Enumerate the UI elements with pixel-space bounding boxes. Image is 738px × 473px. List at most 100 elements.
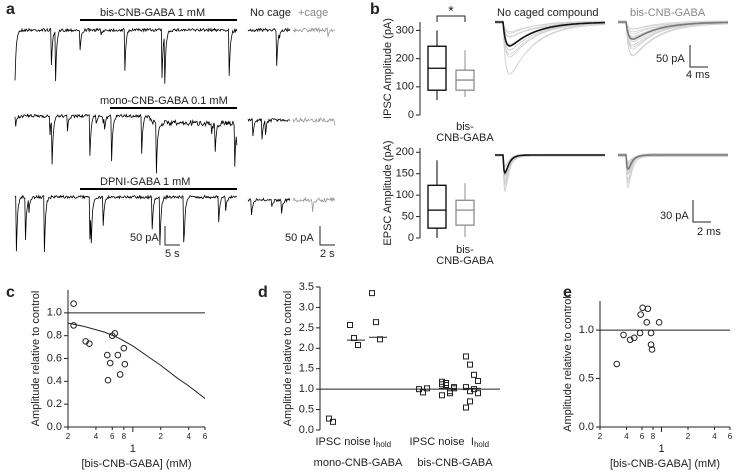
y-tick-label: 1.0	[47, 307, 62, 319]
point	[111, 330, 119, 337]
x-tick-label: 4	[186, 432, 191, 441]
x-tick-label: CNB-GABA	[436, 132, 494, 144]
panel-label: c	[6, 284, 15, 301]
x-label-subscript: hold	[376, 440, 391, 449]
trace	[247, 117, 291, 140]
trace	[14, 113, 238, 174]
x-tick-label: 1	[658, 443, 664, 455]
point	[439, 392, 445, 399]
y-tick-label: 2.5	[299, 322, 314, 334]
trace	[618, 156, 728, 169]
y-tick-label: 1.5	[299, 363, 314, 375]
x-tick-label: 2	[66, 432, 71, 441]
point	[106, 359, 114, 367]
point	[647, 341, 655, 348]
point	[447, 390, 453, 397]
trace	[618, 154, 728, 171]
trace	[495, 20, 605, 34]
trace	[495, 22, 605, 75]
point	[644, 305, 652, 313]
scale-label: 2 ms	[697, 226, 721, 238]
point	[330, 418, 336, 425]
group-label: bis-CNB-GABA	[417, 457, 493, 469]
point	[639, 304, 646, 312]
y-tick-label: 150	[396, 168, 414, 180]
y-axis-label: Amplitude relative to control	[282, 291, 294, 427]
point	[86, 340, 93, 347]
significance-bracket	[436, 15, 466, 22]
trace	[495, 21, 605, 47]
scale-label: 50 pA	[656, 53, 685, 65]
point	[467, 361, 473, 368]
scale-label: 5 s	[165, 248, 180, 260]
point	[416, 386, 422, 393]
trace	[618, 21, 728, 40]
x-label: IPSC noise	[315, 436, 370, 448]
y-tick-label: 0.6	[47, 352, 62, 364]
trace	[495, 154, 605, 175]
point	[103, 351, 111, 359]
scale-bar	[319, 226, 335, 246]
point	[471, 386, 477, 393]
y-axis-label: Amplitude relative to control	[30, 291, 42, 427]
y-tick-label: 200	[396, 53, 414, 65]
point	[463, 384, 469, 391]
x-axis-label: [bis-CNB-GABA] (mM)	[82, 458, 192, 470]
point	[475, 377, 481, 384]
y-tick-label: 0.4	[47, 375, 62, 387]
x-tick-label: 8	[122, 432, 127, 441]
y-tick-label: 0	[408, 109, 414, 121]
trace	[495, 21, 605, 33]
point	[647, 329, 655, 337]
point	[655, 319, 663, 326]
y-tick-label: 2.0	[299, 342, 314, 354]
column-label: +cage	[298, 7, 328, 19]
trace	[14, 194, 237, 253]
scale-label: 30 pA	[660, 210, 689, 222]
point	[121, 360, 129, 368]
column-label: bis-CNB-GABA	[630, 7, 706, 19]
point	[355, 342, 361, 349]
y-tick-label: 300	[396, 24, 414, 36]
y-tick-label: 0.2	[47, 398, 62, 410]
trace	[247, 27, 291, 66]
scale-label: 2 s	[320, 248, 335, 260]
x-tick-label: 6	[110, 432, 115, 441]
point	[620, 331, 627, 339]
column-label: No cage	[250, 7, 291, 19]
x-tick-label: 4	[712, 432, 717, 441]
significance: *	[448, 3, 454, 19]
panel-label: a	[6, 1, 15, 18]
x-tick-label: 2	[159, 432, 164, 441]
point	[636, 329, 644, 337]
trace	[618, 22, 728, 57]
x-label: Ihold	[471, 436, 489, 449]
y-tick-label: 200	[396, 146, 414, 158]
point	[104, 376, 112, 384]
condition-label: DPNI-GABA 1 mM	[100, 176, 190, 188]
column-label: No caged compound	[497, 7, 599, 19]
y-axis-label: Amplitude relative to control	[562, 296, 574, 432]
group-label: mono-CNB-GABA	[314, 457, 403, 469]
point	[347, 321, 353, 328]
y-axis-label: EPSC Amplitude (pA)	[382, 140, 394, 245]
y-tick-label: 0.8	[47, 330, 62, 342]
point	[626, 336, 634, 344]
condition-label: bis-CNB-GABA 1 mM	[100, 7, 205, 19]
y-tick-label: 0.5	[299, 403, 314, 415]
x-tick-label: 4	[94, 432, 99, 441]
trace	[495, 154, 605, 178]
scale-bar	[164, 226, 180, 246]
x-label-text: I	[471, 436, 474, 448]
point	[648, 346, 656, 353]
point	[116, 371, 124, 378]
scale-bar	[692, 200, 711, 223]
point	[424, 385, 430, 392]
panel-label: d	[258, 284, 268, 301]
y-tick-label: 0	[408, 232, 414, 244]
point	[439, 381, 445, 388]
trace	[14, 27, 238, 84]
x-tick-label: bis-	[456, 244, 474, 256]
trace	[292, 116, 336, 126]
